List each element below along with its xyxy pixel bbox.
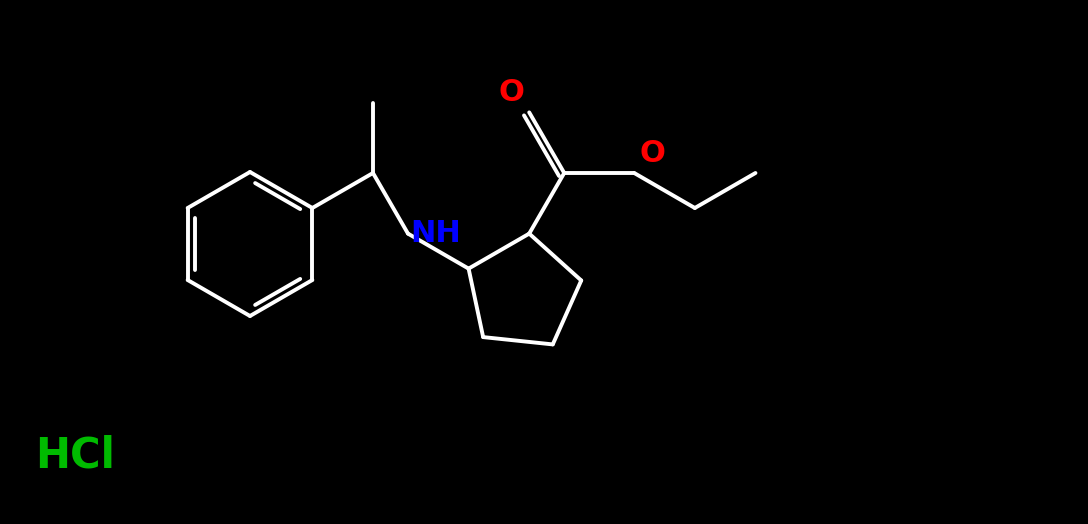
Text: O: O [498,79,524,107]
Text: O: O [640,139,665,168]
Text: HCl: HCl [35,435,115,477]
Text: NH: NH [410,219,460,248]
